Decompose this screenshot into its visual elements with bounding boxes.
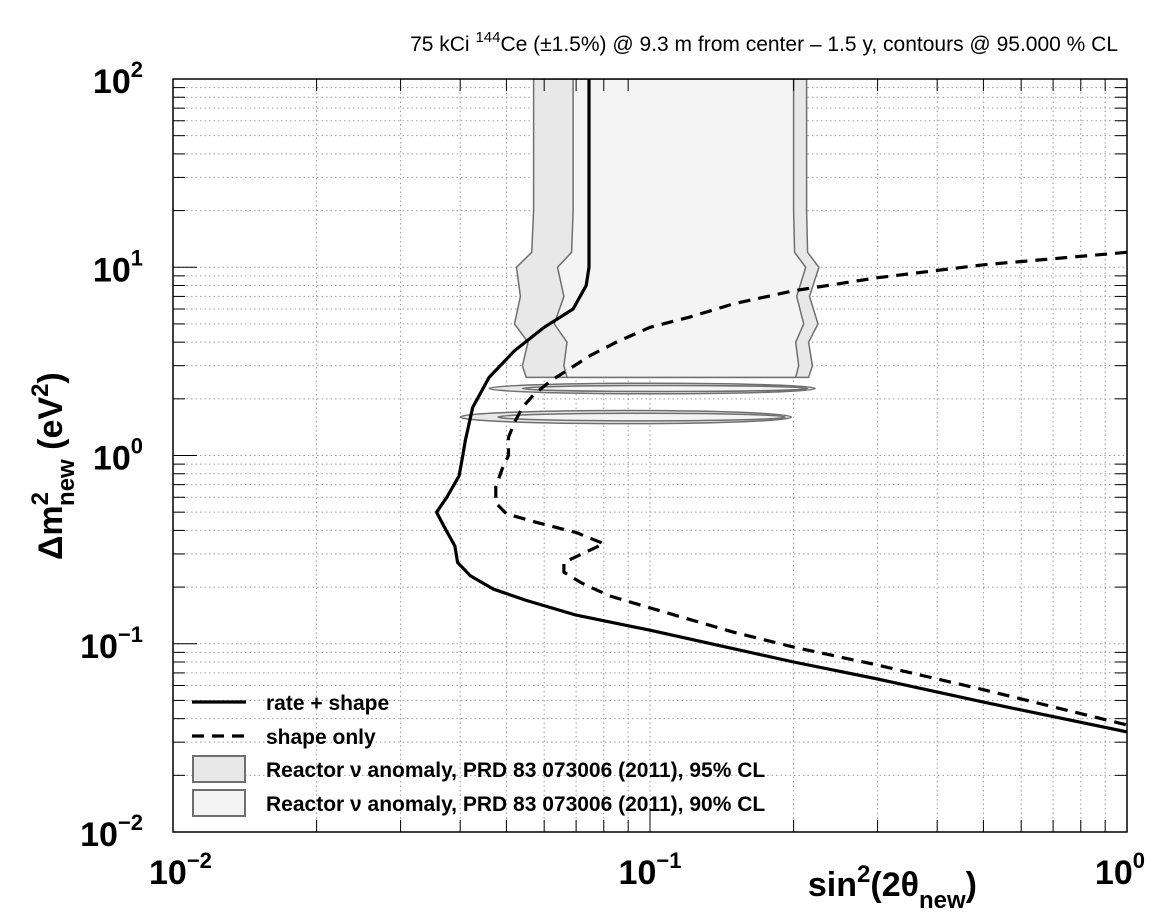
x-tick-label: 100	[1095, 848, 1145, 892]
shape-only-curve	[494, 250, 1127, 727]
y-tick-label: 10−1	[80, 622, 143, 666]
legend-label: Reactor ν anomaly, PRD 83 073006 (2011),…	[266, 793, 765, 816]
anomaly-island	[497, 412, 786, 422]
legend-swatch-region	[192, 755, 246, 783]
legend: rate + shape shape only Reactor ν anomaly,…	[192, 692, 765, 817]
y-tick-label: 102	[93, 57, 143, 101]
rate-shape-curve	[435, 79, 1127, 734]
anomaly-island	[521, 384, 809, 393]
axis-minor-ticks	[172, 78, 1128, 833]
exclusion-curves	[435, 79, 1127, 734]
y-tick-label: 10−2	[80, 810, 143, 854]
legend-label: Reactor ν anomaly, PRD 83 073006 (2011),…	[266, 759, 765, 782]
legend-label: rate + shape	[266, 692, 389, 715]
x-tick-label: 10−1	[619, 848, 682, 892]
plot-frame	[172, 78, 1128, 833]
anomaly-band	[553, 79, 807, 379]
y-axis-title: Δm2new (eV2)	[27, 372, 80, 560]
y-tick-label: 100	[93, 434, 143, 478]
chart-title: 75 kCi 144Ce (±1.5%) @ 9.3 m from center…	[410, 29, 1118, 56]
legend-label: shape only	[266, 726, 376, 749]
tick-labels: 10−2 10−1 100 10−2 10−1 100 101 102	[80, 57, 1145, 892]
x-axis-title: sin2(2θnew)	[808, 861, 977, 914]
x-tick-label: 10−2	[149, 848, 212, 892]
y-tick-label: 101	[93, 245, 143, 289]
legend-swatch-region	[192, 789, 246, 817]
